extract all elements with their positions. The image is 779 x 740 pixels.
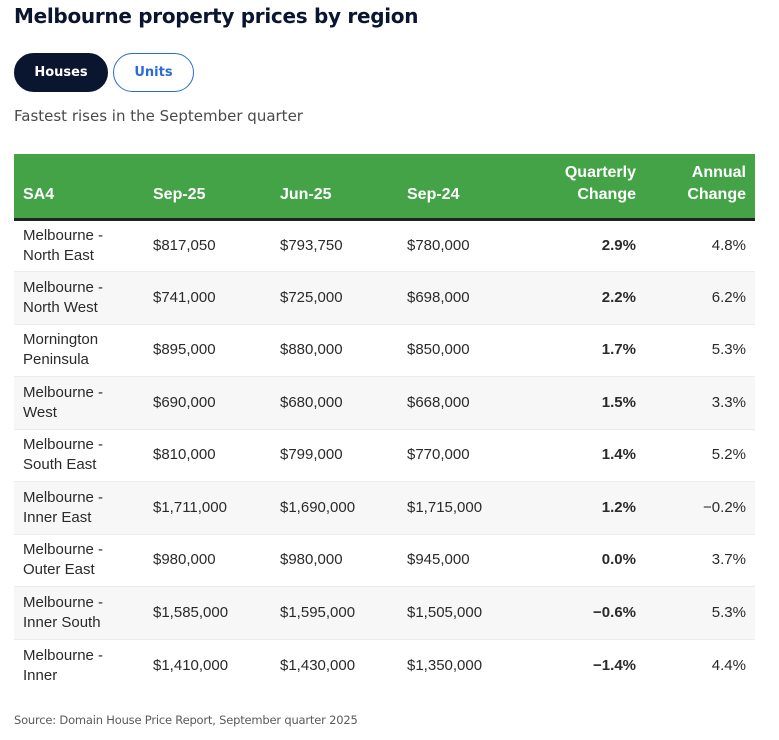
cell-annual-change: 3.3% [645,376,755,430]
cell-quarterly-change: 0.0% [525,534,645,587]
column-header-sep24: Sep-24 [398,154,525,221]
table-header-row: SA4 Sep-25 Jun-25 Sep-24 Quarterly Change… [14,154,755,221]
cell-jun25: $793,750 [271,219,398,272]
cell-region: Melbourne - Inner South [14,586,144,640]
table-subtitle: Fastest rises in the September quarter [14,107,303,125]
tab-units[interactable]: Units [113,53,194,92]
column-header-sep25: Sep-25 [144,154,271,221]
table-row: Melbourne - Outer East $980,000 $980,000 $94… [14,534,755,587]
table-row: Melbourne - Inner East $1,711,000 $1,690,00… [14,481,755,535]
cell-sep25: $817,050 [144,219,271,272]
cell-region: Melbourne - North West [14,271,144,325]
cell-sep24: $668,000 [398,376,525,430]
cell-region: Melbourne - North East [14,219,144,272]
cell-region: Melbourne - Outer East [14,534,144,587]
cell-jun25: $980,000 [271,534,398,587]
cell-sep24: $780,000 [398,219,525,272]
cell-jun25: $725,000 [271,271,398,325]
cell-sep25: $1,410,000 [153,656,229,674]
cell-sep24: $698,000 [398,271,525,325]
cell-sep24: $770,000 [398,429,525,482]
price-table: SA4 Sep-25 Jun-25 Sep-24 Quarterly Change… [14,154,755,692]
cell-sep25: $741,000 [144,271,271,325]
cell-quarterly-change: 1.4% [525,429,645,482]
column-header-quarterly-change: Quarterly Change [525,154,645,221]
source-note: Source: Domain House Price Report, Septe… [14,713,358,727]
cell-annual-change: 4.4% [711,656,746,674]
cell-quarterly-change: 2.9% [525,219,645,272]
cell-jun25: $799,000 [271,429,398,482]
cell-annual-change: −0.2% [645,481,755,535]
column-header-sa4: SA4 [14,154,144,221]
cell-quarterly-change: 2.2% [525,271,645,325]
cell-sep25: $980,000 [144,534,271,587]
table-row: Melbourne - North West $741,000 $725,000 $69… [14,271,755,325]
property-type-tabs: Houses Units [14,53,194,92]
cell-sep24: $850,000 [398,324,525,377]
cell-quarterly-change: −1.4% [593,656,636,674]
cell-quarterly-change: 1.5% [525,376,645,430]
cell-annual-change: 4.8% [645,219,755,272]
cell-annual-change: 3.7% [645,534,755,587]
cell-sep25: $895,000 [144,324,271,377]
cell-quarterly-change: 1.2% [525,481,645,535]
cell-region: Melbourne - Inner East [14,481,144,535]
cell-jun25: $880,000 [271,324,398,377]
column-header-jun25: Jun-25 [271,154,398,221]
cell-annual-change: 5.2% [645,429,755,482]
table-row: Melbourne - South East $810,000 $799,000 $77… [14,429,755,482]
table-row: Melbourne - West $690,000 $680,000 $668,000 1… [14,376,755,430]
cell-sep24: $1,505,000 [398,586,525,640]
column-header-annual-change: Annual Change [645,154,755,221]
table-row: Melbourne - North East $817,050 $793,750 $78… [14,219,755,272]
cell-jun25: $1,430,000 [280,656,356,674]
cell-jun25: $1,595,000 [271,586,398,640]
cell-sep24: $945,000 [398,534,525,587]
tab-houses[interactable]: Houses [14,53,108,92]
cell-quarterly-change: −0.6% [525,586,645,640]
cell-region: Melbourne - Inner [23,646,104,684]
cell-sep25: $810,000 [144,429,271,482]
table-row: Melbourne - Inner $1,410,000 $1,430,000 $1,3… [14,639,755,692]
cell-quarterly-change: 1.7% [525,324,645,377]
cell-region: Melbourne - West [14,376,144,430]
table-row: Melbourne - Inner South $1,585,000 $1,595,0… [14,586,755,640]
cell-annual-change: 5.3% [645,586,755,640]
cell-sep25: $1,711,000 [144,481,271,535]
cell-annual-change: 5.3% [645,324,755,377]
cell-sep25: $690,000 [144,376,271,430]
cell-jun25: $1,690,000 [271,481,398,535]
cell-region: Melbourne - South East [14,429,144,482]
cell-sep25: $1,585,000 [144,586,271,640]
cell-annual-change: 6.2% [645,271,755,325]
cell-sep24: $1,715,000 [398,481,525,535]
cell-sep24: $1,350,000 [407,656,483,674]
table-row: Mornington Peninsula $895,000 $880,000 $850,… [14,324,755,377]
cell-region: Mornington Peninsula [14,324,144,377]
cell-jun25: $680,000 [271,376,398,430]
page-title: Melbourne property prices by region [14,4,419,28]
